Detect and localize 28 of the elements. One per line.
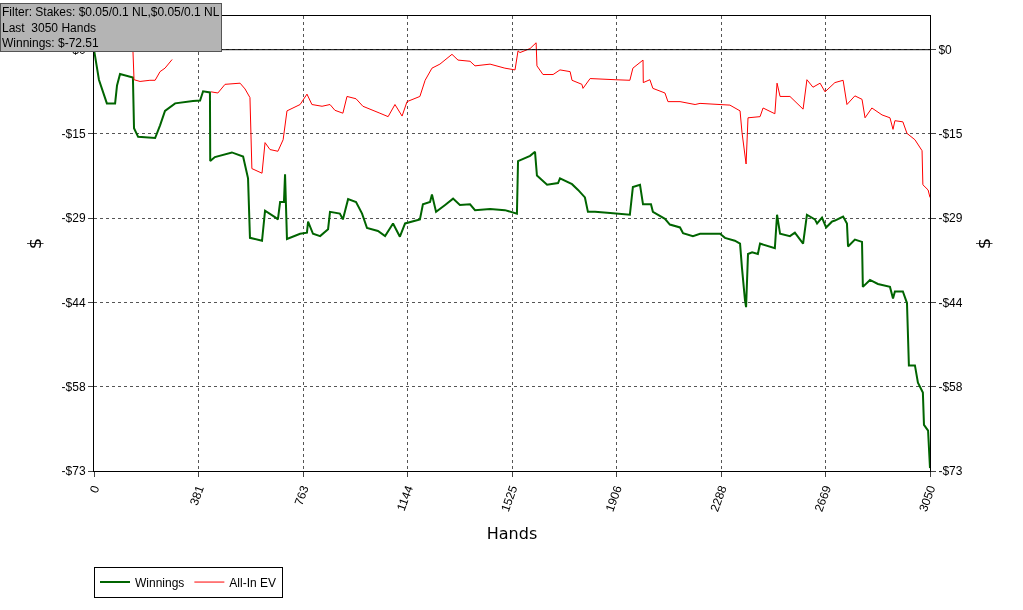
y2-tick-label: -$29 <box>938 211 963 226</box>
x-tick-label: 763 <box>291 483 312 508</box>
y-tick-label: -$44 <box>61 295 86 310</box>
y2-tick-label: -$58 <box>938 379 963 394</box>
x-tick-label: 381 <box>186 483 207 508</box>
y-tick-label: -$58 <box>61 379 86 394</box>
legend-label: All-In EV <box>229 575 277 590</box>
x-axis-title: Hands <box>486 524 538 544</box>
x-tick-label: 2669 <box>811 483 835 514</box>
y-axis-title: $ <box>23 237 45 250</box>
y2-tick-label: $0 <box>938 42 953 57</box>
y-tick-label: -$29 <box>61 211 86 226</box>
y-tick-label: -$73 <box>61 464 86 479</box>
x-tick-label: 1906 <box>602 483 625 514</box>
x-tick-label: 0 <box>87 483 103 495</box>
y2-axis-title: $ <box>972 237 994 250</box>
annotation: Filter: Stakes: $0.05/0.1 NL,$0.05/0.1 NL <box>2 5 220 19</box>
x-tick-label: 1144 <box>394 483 417 513</box>
legend-label: Winnings <box>135 575 185 590</box>
x-tick-label: 1525 <box>498 483 521 514</box>
y-tick-label: -$15 <box>61 127 86 142</box>
y2-tick-label: -$15 <box>938 127 963 142</box>
x-tick-label: 2288 <box>707 483 730 514</box>
y2-tick-label: -$73 <box>938 464 963 479</box>
annotation: Last 3050 Hands <box>2 20 97 35</box>
x-tick-label: 3050 <box>916 483 939 514</box>
y2-tick-label: -$44 <box>938 295 963 310</box>
annotation: Winnings: $-72.51 <box>2 36 100 51</box>
